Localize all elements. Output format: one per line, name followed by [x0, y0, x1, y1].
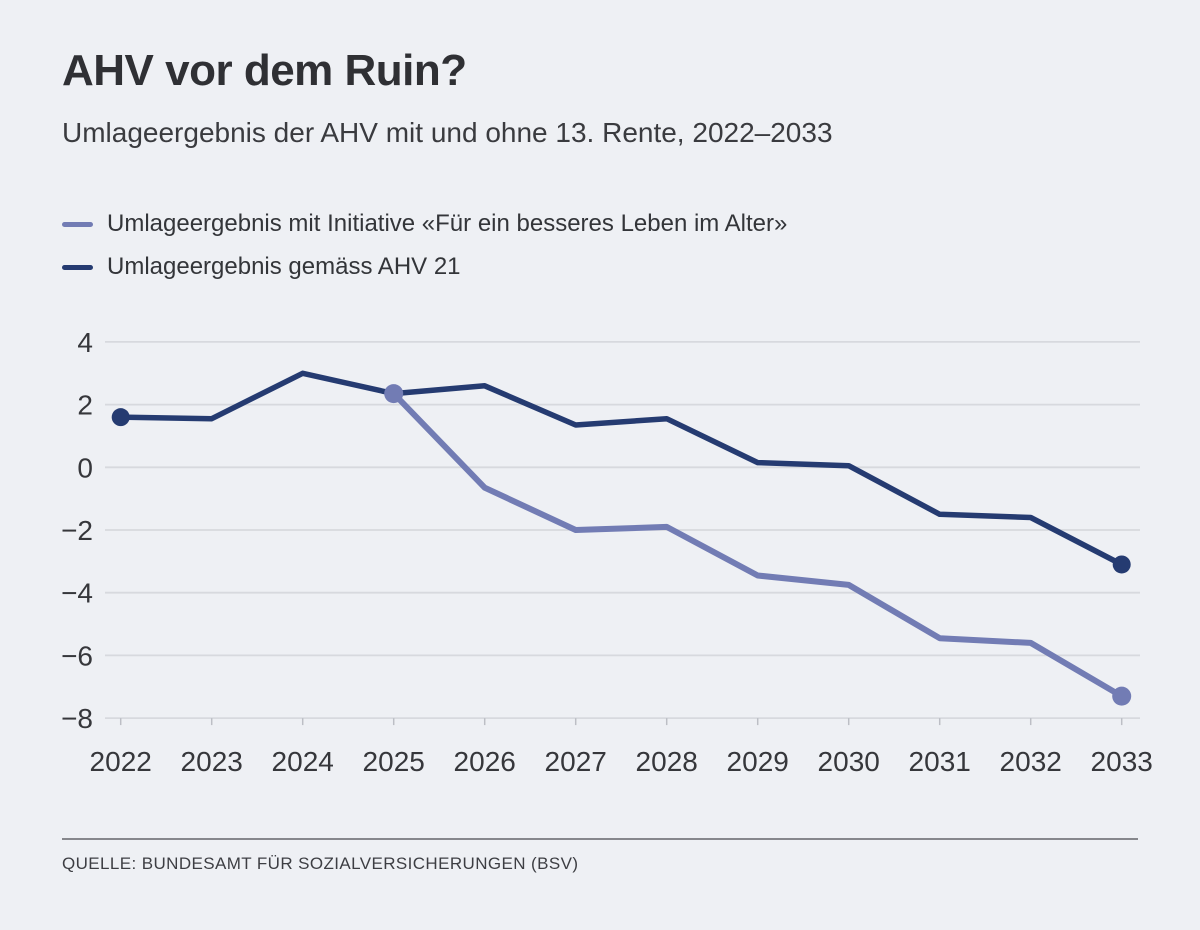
data-point-dot-initiative-end: [1112, 686, 1132, 706]
x-axis-label: 2023: [181, 746, 243, 777]
y-axis-label: −8: [61, 703, 93, 734]
line-chart: 4 2 0 −2 −4 −6 −8 2022 2023 2024 2025 2026 2027 2028 2…: [61, 327, 1153, 777]
x-axis-label: 2027: [545, 746, 607, 777]
source-text: QUELLE: BUNDESAMT FÜR SOZIALVERSICHERUNG…: [62, 854, 579, 873]
x-axis-label: 2032: [1000, 746, 1062, 777]
x-axis-label: 2028: [636, 746, 698, 777]
source-divider: [62, 838, 1138, 840]
y-axis-label: 2: [77, 390, 93, 421]
y-axis-label: −4: [61, 578, 93, 609]
y-axis-label: 0: [77, 452, 93, 483]
legend-item-ahv21: Umlageergebnis gemäss AHV 21: [62, 253, 787, 281]
x-axis-label: 2026: [454, 746, 516, 777]
y-axis-label: −2: [61, 515, 93, 546]
y-axis-label: −6: [61, 640, 93, 671]
data-point-dot-ahv21-end: [1112, 555, 1131, 574]
series-line-ahv21: [120, 370, 1123, 567]
x-axis-label: 2031: [909, 746, 971, 777]
legend-swatch-ahv21: [62, 264, 93, 270]
legend-label-ahv21: Umlageergebnis gemäss AHV 21: [107, 253, 461, 280]
data-point-dot-ahv21-start: [111, 408, 130, 427]
x-axis-label: 2024: [272, 746, 334, 777]
legend-item-initiative: Umlageergebnis mit Initiative «Für ein b…: [62, 210, 787, 238]
chart-title: AHV vor dem Ruin?: [62, 46, 467, 95]
y-axis-label: 4: [77, 327, 93, 358]
legend: Umlageergebnis mit Initiative «Für ein b…: [62, 210, 787, 281]
x-axis-label: 2022: [90, 746, 152, 777]
legend-label-initiative: Umlageergebnis mit Initiative «Für ein b…: [107, 210, 788, 237]
x-axis-label: 2033: [1091, 746, 1153, 777]
chart-subtitle: Umlageergebnis der AHV mit und ohne 13. …: [62, 117, 833, 148]
legend-swatch-initiative: [62, 221, 93, 227]
series-line-initiative: [391, 391, 1124, 699]
x-axis-label: 2030: [818, 746, 880, 777]
x-axis-label: 2025: [363, 746, 425, 777]
x-axis-label: 2029: [727, 746, 789, 777]
data-point-dot-initiative-start: [384, 384, 404, 404]
